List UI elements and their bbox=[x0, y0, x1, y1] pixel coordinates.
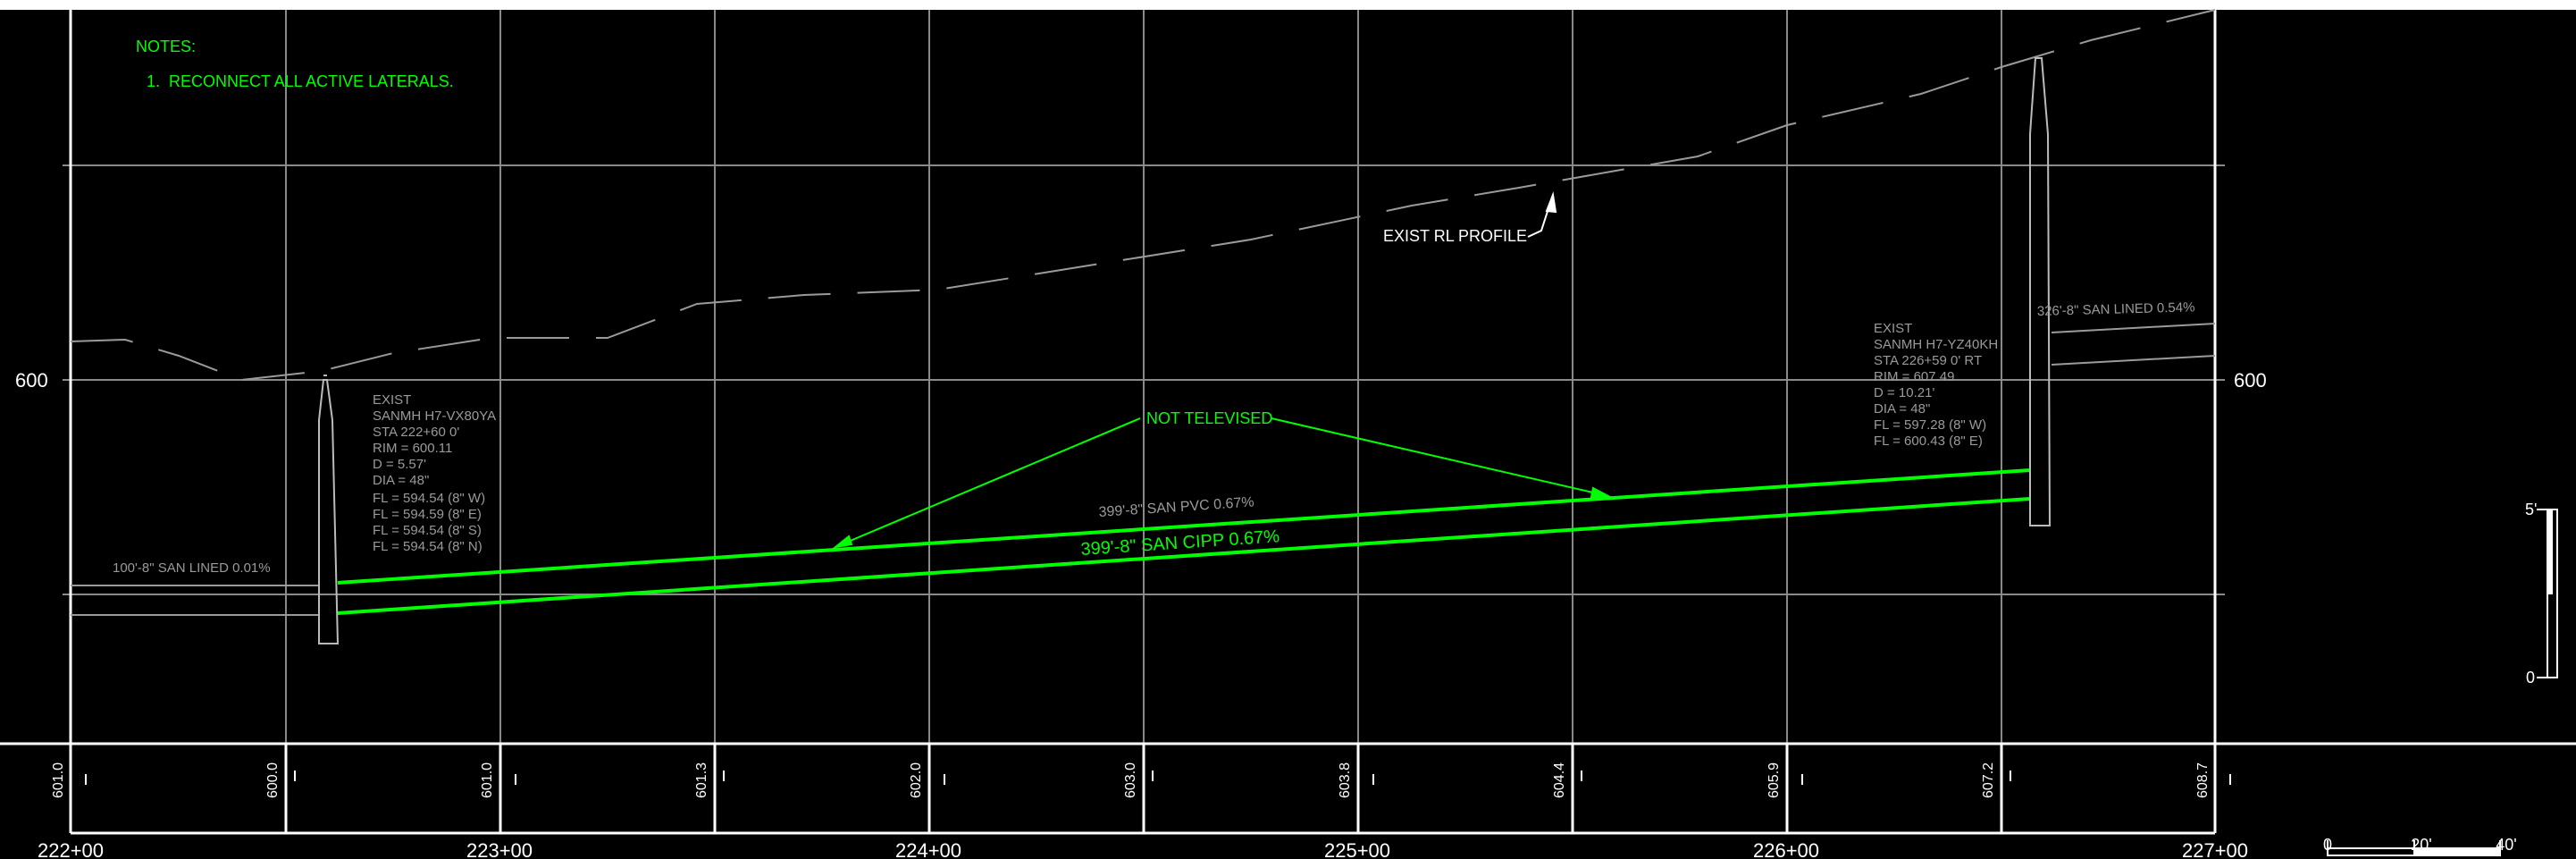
manhole-right-line: EXIST bbox=[1874, 321, 1912, 336]
manhole-left-line: STA 222+60 0' bbox=[373, 425, 459, 440]
station-band bbox=[0, 742, 2576, 835]
manhole-left-info: EXIST SANMH H7-VX80YA STA 222+60 0' RIM … bbox=[373, 392, 496, 554]
horizontal-scale-label: 20' bbox=[2411, 836, 2431, 854]
ground-elevation: 602.0 bbox=[909, 762, 924, 798]
manhole-right-shape bbox=[2029, 57, 2052, 526]
manhole-left-shape bbox=[318, 379, 340, 644]
manhole-right-line: STA 226+59 0' RT bbox=[1874, 353, 1982, 368]
manhole-left-line: FL = 594.59 (8" E) bbox=[373, 507, 482, 522]
existing-pipe-top bbox=[337, 468, 2031, 585]
horizontal-scale-label: 0 bbox=[2323, 836, 2332, 854]
manhole-right-line: RIM = 607.49 bbox=[1874, 369, 1954, 384]
exist-rl-profile-label: EXIST RL PROFILE bbox=[1383, 227, 1527, 245]
exist-rl-profile-line bbox=[70, 9, 2216, 382]
station-label: 225+00 bbox=[1324, 839, 1390, 859]
not-televised-leaders bbox=[832, 417, 1612, 549]
manhole-left-line: RIM = 600.11 bbox=[373, 441, 452, 456]
manhole-right-info: EXIST SANMH H7-YZ40KH STA 226+59 0' RT R… bbox=[1874, 321, 1998, 449]
manhole-left-line: EXIST bbox=[373, 392, 411, 408]
existing-pipe-label: 399'-8" SAN PVC 0.67% bbox=[1098, 494, 1254, 520]
manhole-right-line: FL = 597.28 (8" W) bbox=[1874, 417, 1986, 433]
manhole-left-line: DIA = 48" bbox=[373, 473, 429, 488]
elevation-label-left: 600 bbox=[15, 369, 48, 392]
station-label: 222+00 bbox=[38, 839, 104, 859]
not-televised-label: NOT TELEVISED bbox=[1146, 409, 1272, 427]
manhole-right-line: FL = 600.43 (8" E) bbox=[1874, 434, 1983, 449]
station-label: 223+00 bbox=[466, 839, 533, 859]
elevation-label-right: 600 bbox=[2234, 369, 2267, 392]
vertical-scale-top: 5' bbox=[2525, 501, 2537, 518]
ground-elevations: 601.0 600.0 601.0 601.3 602.0 603.0 603.… bbox=[51, 762, 2211, 798]
manhole-left-line: FL = 594.54 (8" W) bbox=[373, 491, 485, 506]
ground-elevation: 600.0 bbox=[265, 762, 281, 798]
ground-elevation: 608.7 bbox=[2195, 762, 2211, 798]
ground-elevation: 601.3 bbox=[694, 762, 709, 798]
horizontal-scale-bar bbox=[2327, 840, 2501, 856]
station-labels: 222+00 223+00 224+00 225+00 226+00 227+0… bbox=[38, 839, 2248, 859]
manhole-left-line: D = 5.57' bbox=[373, 457, 426, 472]
manhole-left-line: FL = 594.54 (8" N) bbox=[373, 539, 482, 554]
ground-elevation: 604.4 bbox=[1552, 762, 1567, 798]
ground-elevation: 605.9 bbox=[1766, 762, 1782, 798]
manhole-left-line: SANMH H7-VX80YA bbox=[373, 408, 496, 424]
top-border bbox=[0, 0, 2576, 10]
lateral-right bbox=[2051, 323, 2216, 366]
lateral-right-label: 326'-8" SAN LINED 0.54% bbox=[2037, 299, 2195, 319]
ground-elevation: 601.0 bbox=[480, 762, 495, 798]
manhole-right-line: D = 10.21' bbox=[1874, 385, 1934, 400]
horizontal-scale-label: 40' bbox=[2496, 836, 2516, 854]
manhole-left-line: FL = 594.54 (8" S) bbox=[373, 523, 482, 538]
vertical-grid bbox=[285, 10, 2002, 744]
ground-elevation: 603.8 bbox=[1338, 762, 1353, 798]
notes-item: 1. RECONNECT ALL ACTIVE LATERALS. bbox=[147, 72, 454, 90]
vertical-scale-bar bbox=[2537, 509, 2558, 678]
station-label: 227+00 bbox=[2182, 839, 2248, 859]
notes-heading: NOTES: bbox=[136, 38, 196, 55]
exist-rl-profile-leader bbox=[1527, 191, 1557, 238]
ground-elevation: 601.0 bbox=[51, 762, 66, 798]
horizontal-grid bbox=[63, 164, 2225, 595]
vertical-scale-bottom: 0 bbox=[2526, 669, 2535, 686]
ground-elevation: 603.0 bbox=[1123, 762, 1138, 798]
lateral-left-label: 100'-8" SAN LINED 0.01% bbox=[113, 560, 271, 576]
manhole-right-line: SANMH H7-YZ40KH bbox=[1874, 337, 1998, 352]
manhole-right-line: DIA = 48" bbox=[1874, 401, 1930, 417]
ground-elevation: 607.2 bbox=[1981, 762, 1996, 798]
station-label: 226+00 bbox=[1753, 839, 1819, 859]
existing-pipe-bottom bbox=[337, 497, 2031, 615]
lateral-left bbox=[71, 585, 319, 616]
horizontal-scale-labels: 0 20' 40' bbox=[2323, 836, 2517, 854]
station-ticks bbox=[85, 771, 2231, 785]
station-label: 224+00 bbox=[895, 839, 961, 859]
profile-frame bbox=[69, 10, 2217, 833]
